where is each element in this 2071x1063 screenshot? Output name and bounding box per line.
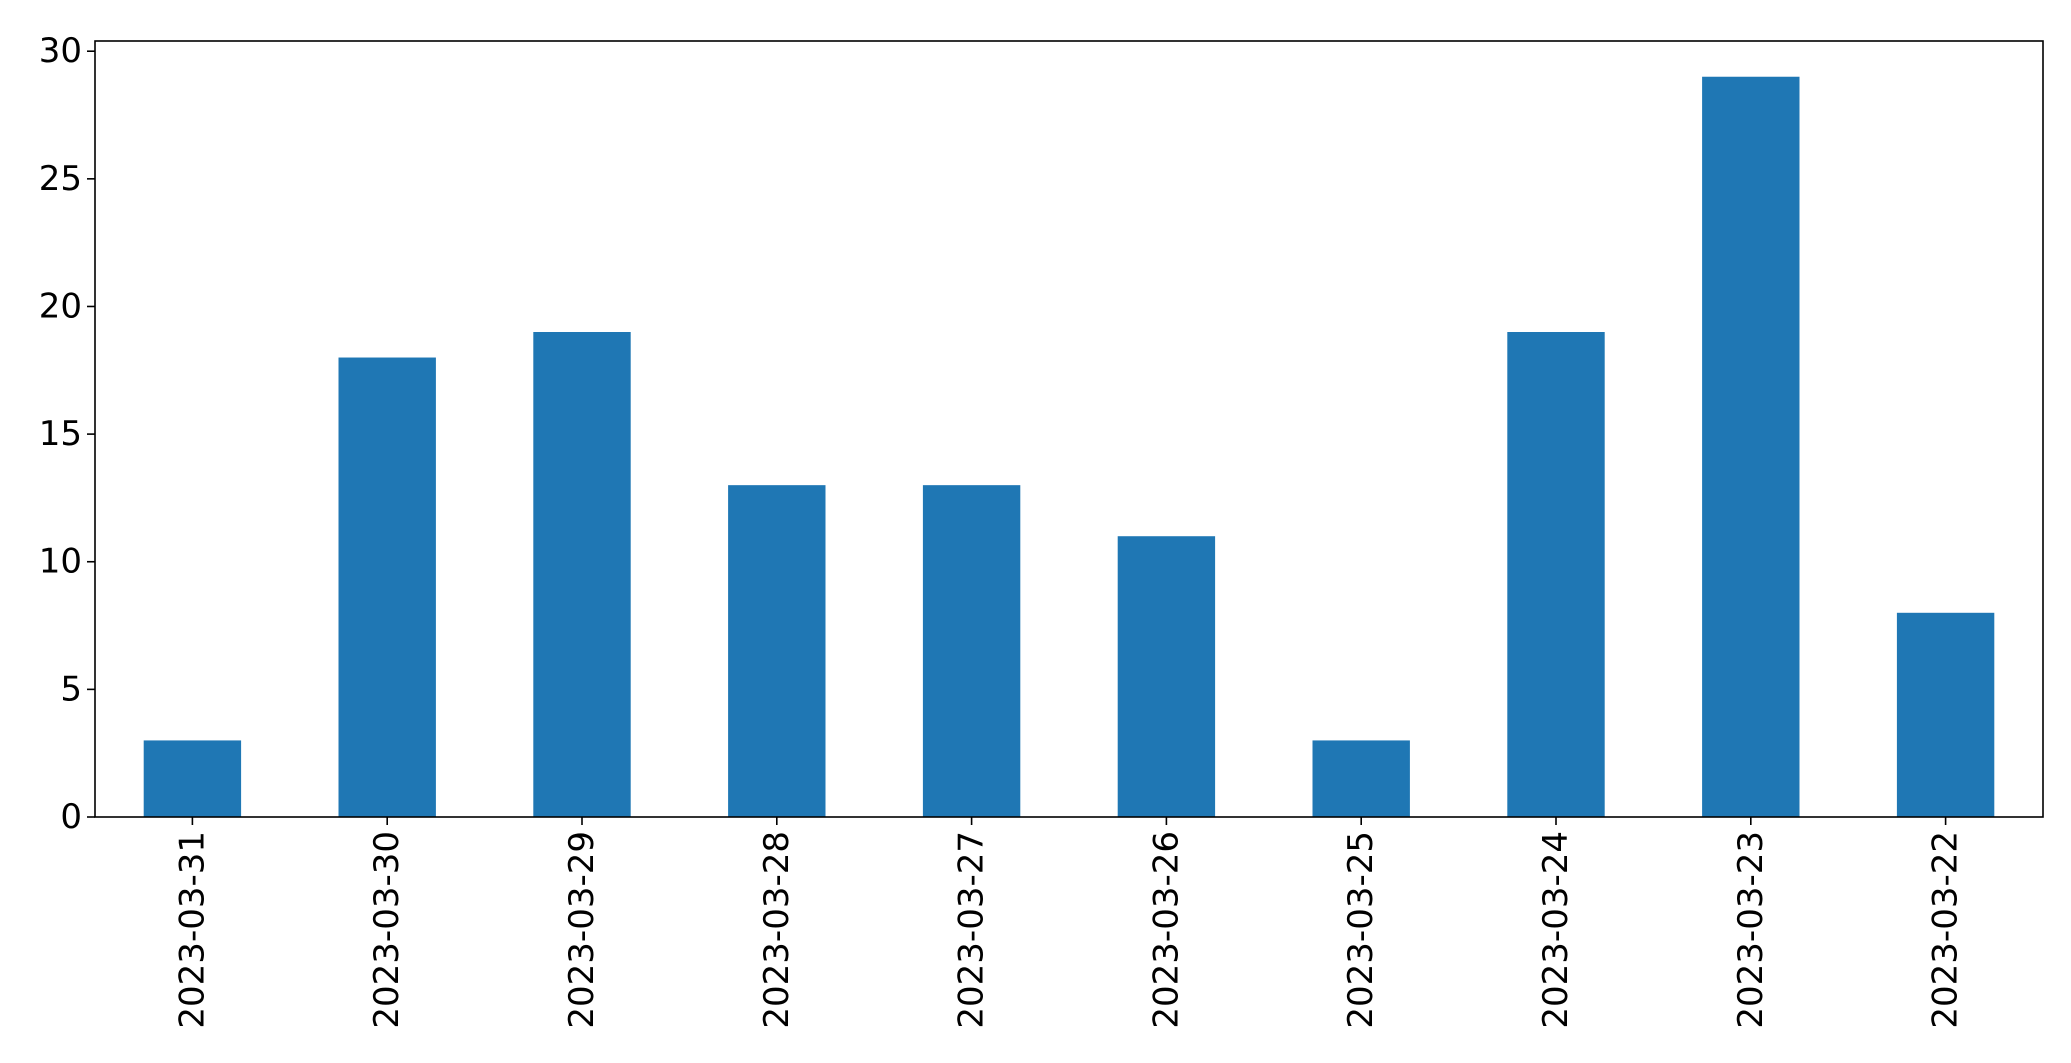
bar-2023-03-24 bbox=[1507, 332, 1605, 817]
x-tick-label: 2023-03-27 bbox=[952, 831, 992, 1029]
y-tick-label: 30 bbox=[39, 31, 82, 71]
y-tick-label: 0 bbox=[60, 797, 82, 837]
bars-layer bbox=[143, 76, 1995, 818]
bar-2023-03-26 bbox=[1117, 536, 1216, 817]
x-tick-label: 2023-03-23 bbox=[1731, 831, 1771, 1029]
y-tick-label: 15 bbox=[39, 414, 82, 454]
x-tick-label: 2023-03-30 bbox=[367, 831, 407, 1029]
bar-2023-03-29 bbox=[533, 332, 631, 817]
y-tick-label: 5 bbox=[60, 669, 82, 709]
plot-frame bbox=[94, 40, 2044, 818]
x-tick-label: 2023-03-25 bbox=[1341, 831, 1381, 1029]
y-axis-ticks: 0 5 10 15 20 25 30 bbox=[39, 31, 95, 837]
x-tick-label: 2023-03-26 bbox=[1146, 831, 1186, 1029]
bar-2023-03-31 bbox=[143, 740, 242, 817]
bar-2023-03-23 bbox=[1702, 76, 1800, 818]
bar-2023-03-28 bbox=[728, 485, 826, 817]
x-tick-label: 2023-03-28 bbox=[757, 831, 797, 1029]
bar-2023-03-22 bbox=[1896, 612, 1995, 817]
y-tick-label: 25 bbox=[39, 159, 82, 199]
x-tick-label: 2023-03-24 bbox=[1536, 831, 1576, 1029]
y-tick-label: 10 bbox=[39, 542, 82, 582]
x-tick-label: 2023-03-22 bbox=[1926, 831, 1966, 1029]
y-tick-label: 20 bbox=[39, 286, 82, 326]
x-axis-ticks: 2023-03-31 2023-03-30 2023-03-29 2023-03-28… bbox=[172, 817, 1966, 1029]
x-tick-label: 2023-03-29 bbox=[562, 831, 602, 1029]
x-tick-label: 2023-03-31 bbox=[172, 831, 212, 1029]
bar-2023-03-27 bbox=[922, 485, 1021, 817]
bar-2023-03-25 bbox=[1312, 740, 1410, 817]
bar-2023-03-30 bbox=[338, 357, 436, 817]
